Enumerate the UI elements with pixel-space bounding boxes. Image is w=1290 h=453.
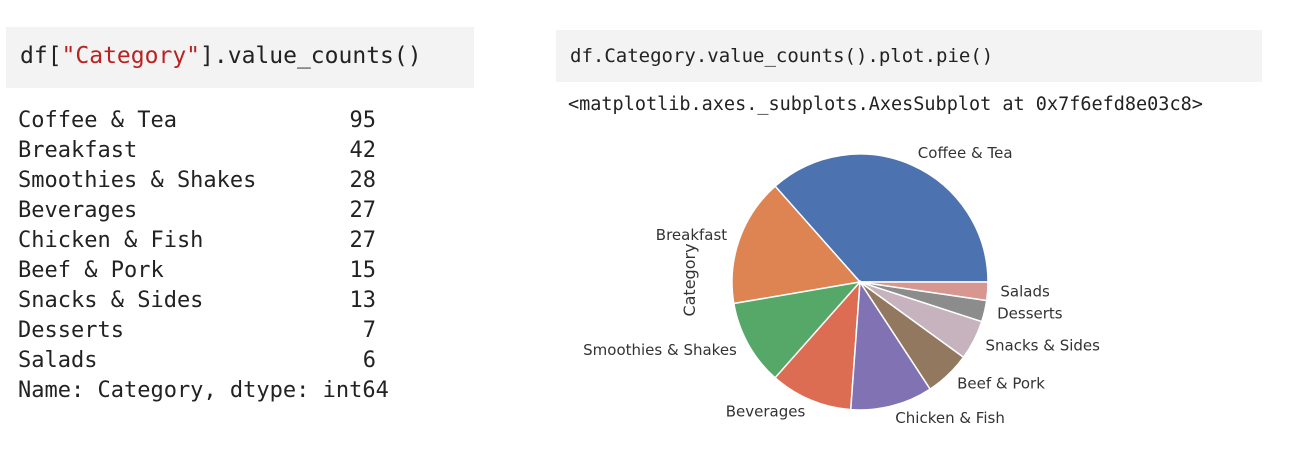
value-count-row: Chicken & Fish 27 — [18, 226, 376, 256]
pie-chart: Coffee & Tea Breakfast Smoothies & Shakes B… — [583, 144, 1100, 427]
value-count-category: Beef & Pork — [18, 258, 164, 283]
value-count-number: 7 — [362, 318, 376, 343]
series-footer: Name: Category, dtype: int64 — [18, 378, 389, 403]
value-count-row: Salads 6 — [18, 346, 376, 376]
pie-slice-beverages — [774, 279, 861, 411]
code-text: df.Category.value_counts().plot.pie() — [570, 45, 994, 67]
code-suffix: ].value_counts() — [200, 43, 422, 69]
value-count-number: 15 — [349, 258, 377, 283]
y-axis-label: Category — [680, 243, 699, 316]
value-count-number: 95 — [349, 108, 377, 133]
value-count-row: Snacks & Sides 13 — [18, 286, 376, 316]
value-count-category: Salads — [18, 348, 98, 373]
value-count-row: Beef & Pork 15 — [18, 256, 376, 286]
value-count-row: Smoothies & Shakes 28 — [18, 166, 376, 196]
value-count-category: Snacks & Sides — [18, 288, 204, 313]
value-count-number: 6 — [362, 348, 376, 373]
pie-slice-salads — [859, 281, 989, 302]
value-count-number: 13 — [349, 288, 377, 313]
code-cell-pie-plot[interactable]: df.Category.value_counts().plot.pie() — [556, 30, 1262, 82]
axes-repr-output: <matplotlib.axes._subplots.AxesSubplot a… — [568, 94, 1203, 115]
pie-label-smoothies-and-shakes: Smoothies & Shakes — [583, 341, 737, 359]
value-count-number: 27 — [349, 198, 377, 223]
pie-slices — [731, 153, 989, 411]
pie-slice-smoothies-and-shakes — [732, 280, 862, 379]
value-count-row: Breakfast 42 — [18, 136, 376, 166]
value-count-number: 27 — [349, 228, 377, 253]
value-count-category: Beverages — [18, 198, 138, 223]
code-string-literal: "Category" — [61, 43, 201, 69]
value-count-category: Coffee & Tea — [18, 108, 177, 133]
pie-label-chicken-and-fish: Chicken & Fish — [895, 409, 1005, 427]
value-count-row: Beverages 27 — [18, 196, 376, 226]
value-count-row: Desserts 7 — [18, 316, 376, 346]
pie-label-salads: Salads — [1000, 283, 1050, 301]
pie-slice-chicken-and-fish — [849, 279, 932, 411]
pie-label-beef-and-pork: Beef & Pork — [957, 374, 1045, 392]
pie-label-breakfast: Breakfast — [656, 226, 728, 244]
value-count-category: Breakfast — [18, 138, 138, 163]
pie-label-desserts: Desserts — [997, 305, 1063, 323]
value-counts-output: Coffee & Tea 95 Breakfast 42 Smoothies & Sha… — [18, 106, 389, 406]
value-count-category: Smoothies & Shakes — [18, 168, 257, 193]
pie-labels: Coffee & Tea Breakfast Smoothies & Shakes B… — [583, 144, 1100, 427]
value-count-number: 42 — [349, 138, 377, 163]
value-count-number: 28 — [349, 168, 377, 193]
value-count-row: Coffee & Tea 95 — [18, 106, 376, 136]
pie-label-beverages: Beverages — [726, 402, 806, 420]
code-cell-value-counts[interactable]: df["Category"].value_counts() — [6, 27, 474, 88]
pie-label-snacks-and-sides: Snacks & Sides — [986, 336, 1101, 354]
code-prefix: df[ — [20, 43, 62, 69]
value-count-category: Chicken & Fish — [18, 228, 204, 253]
pie-label-coffee-and-tea: Coffee & Tea — [918, 144, 1013, 162]
pie-slice-breakfast — [731, 185, 862, 305]
pie-slice-coffee-and-tea — [774, 153, 989, 283]
value-count-category: Desserts — [18, 318, 124, 343]
